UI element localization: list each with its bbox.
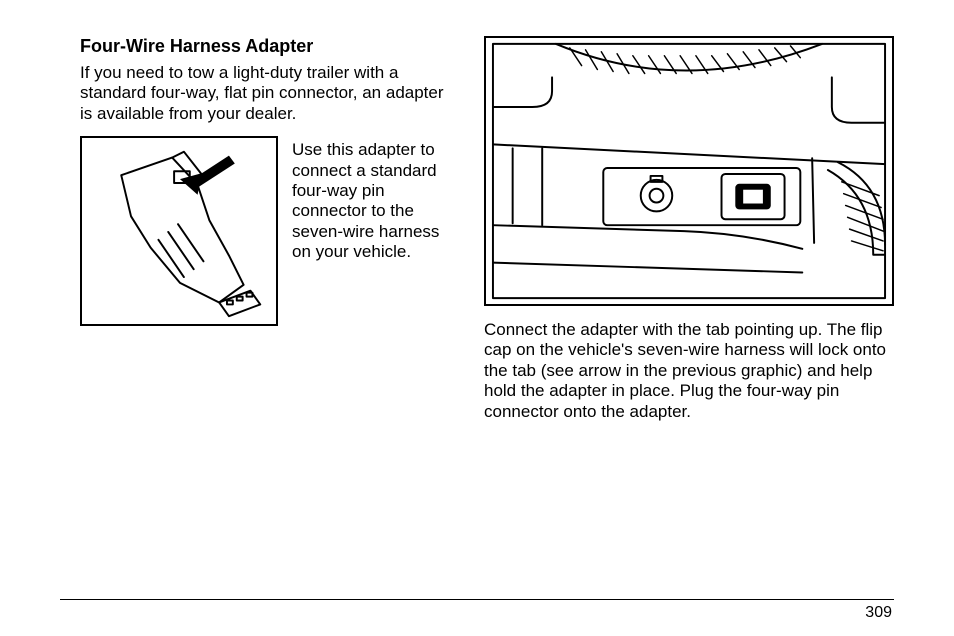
intro-paragraph: If you need to tow a light-duty trailer …	[80, 63, 448, 124]
figure-with-caption-row: Use this adapter to connect a standard f…	[80, 136, 448, 326]
right-body-paragraph: Connect the adapter with the tab pointin…	[484, 320, 894, 422]
left-column: Four-Wire Harness Adapter If you need to…	[80, 36, 448, 434]
page-number: 309	[865, 604, 892, 622]
manual-page: Four-Wire Harness Adapter If you need to…	[0, 0, 954, 636]
right-column: Connect the adapter with the tab pointin…	[484, 36, 894, 434]
vehicle-rear-illustration	[484, 36, 894, 306]
section-heading: Four-Wire Harness Adapter	[80, 36, 448, 57]
adapter-svg-icon	[82, 138, 276, 324]
footer-rule	[60, 599, 894, 600]
adapter-illustration	[80, 136, 278, 326]
vehicle-rear-svg-icon	[486, 38, 892, 304]
figure-side-caption: Use this adapter to connect a standard f…	[292, 136, 448, 262]
two-column-layout: Four-Wire Harness Adapter If you need to…	[80, 36, 894, 434]
